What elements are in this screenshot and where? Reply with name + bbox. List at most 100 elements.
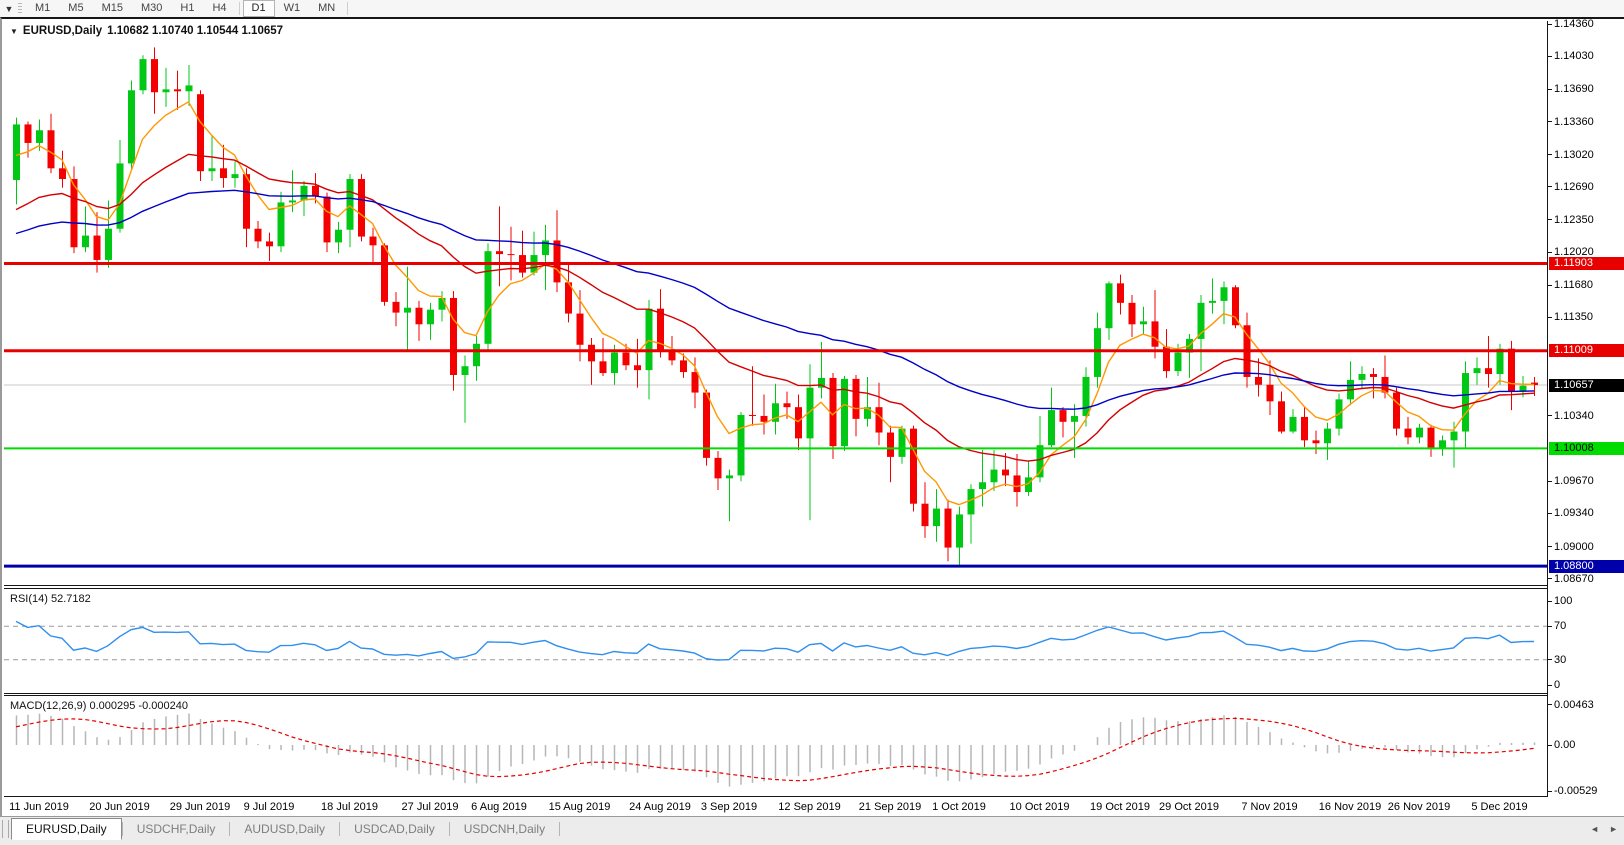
axis-tick-mark	[1548, 415, 1552, 417]
axis-tick-mark	[1548, 684, 1552, 686]
axis-tick-mark	[1548, 121, 1552, 122]
tab-separator	[559, 822, 561, 836]
tab-bar-grip	[2, 820, 9, 838]
chart-title: ▼ EURUSD,Daily 1.10682 1.10740 1.10544 1…	[10, 25, 283, 37]
price-axis-label: 1.13020	[1554, 148, 1594, 161]
x-axis-label: 7 Nov 2019	[1241, 801, 1298, 813]
current-price-badge: 1.10657	[1549, 378, 1624, 392]
x-axis-label: 29 Oct 2019	[1159, 801, 1219, 813]
rsi-label: RSI(14) 52.7182	[10, 593, 91, 605]
toolbar-grip-handle[interactable]	[18, 2, 22, 15]
rsi-chart-canvas[interactable]	[4, 589, 1547, 693]
rsi-panel: RSI(14) 52.7182	[4, 588, 1547, 694]
price-axis-label: 1.12350	[1554, 213, 1594, 226]
x-axis-label: 12 Sep 2019	[778, 801, 841, 813]
price-axis-label: 1.12690	[1554, 180, 1594, 193]
axis-tick-mark	[1548, 512, 1552, 514]
price-axis-separator	[1547, 21, 1548, 797]
macd-axis-label: 0.00	[1554, 739, 1576, 751]
rsi-axis: 100 70 30 0	[1548, 589, 1624, 693]
timeframe-toolbar: ▼ M1 M5 M15 M30 H1 H4 D1 W1 MN	[0, 0, 1624, 18]
x-axis-label: 5 Dec 2019	[1471, 801, 1528, 813]
chart-ohlc-values: 1.10682 1.10740 1.10544 1.10657	[107, 25, 284, 37]
x-axis-label: 24 Aug 2019	[629, 801, 691, 813]
price-axis-label: 1.11350	[1554, 311, 1593, 324]
price-axis-label: 1.11680	[1554, 279, 1593, 292]
timeframe-button-MN[interactable]: MN	[318, 2, 336, 14]
x-axis-label: 10 Oct 2019	[1009, 801, 1070, 813]
price-axis-label: 1.14030	[1554, 50, 1594, 63]
price-axis-label: 1.10340	[1554, 409, 1594, 422]
timeframe-button-W1[interactable]: W1	[283, 2, 301, 14]
macd-label: MACD(12,26,9) 0.000295 -0.000240	[10, 700, 188, 712]
axis-tick-mark	[1548, 480, 1552, 482]
axis-tick-mark	[1548, 578, 1552, 580]
axis-tick-mark	[1548, 154, 1552, 156]
axis-tick-mark	[1548, 23, 1552, 25]
axis-tick-mark	[1548, 219, 1552, 221]
chart-window: ▼ EURUSD,Daily 1.10682 1.10740 1.10544 1…	[0, 17, 1624, 817]
axis-tick-mark	[1548, 88, 1552, 90]
axis-tick-mark	[1548, 790, 1552, 792]
tab-usdcad-daily[interactable]: USDCAD,Daily	[354, 822, 435, 836]
price-axis-label: 1.13690	[1554, 83, 1594, 96]
main-price-panel: ▼ EURUSD,Daily 1.10682 1.10740 1.10544 1…	[4, 19, 1547, 586]
axis-tick-mark	[1548, 316, 1552, 318]
tab-usdcnh-daily[interactable]: USDCNH,Daily	[463, 822, 546, 836]
timeframe-button-M30[interactable]: M30	[140, 2, 163, 14]
axis-tick-mark	[1548, 251, 1552, 253]
x-axis-label: 15 Aug 2019	[548, 801, 611, 813]
time-axis: 11 Jun 2019 20 Jun 2019 29 Jun 2019 9 Jul 2…	[4, 797, 1547, 819]
toolbar-dropdown-icon[interactable]: ▼	[4, 3, 14, 14]
rsi-line	[15, 620, 1535, 661]
axis-tick-mark	[1548, 186, 1552, 188]
timeframe-button-M5[interactable]: M5	[68, 2, 84, 14]
macd-axis-label: 0.00463	[1554, 698, 1594, 711]
timeframe-button-H4[interactable]: H4	[212, 2, 227, 14]
price-level-badge: 1.08800	[1549, 559, 1624, 573]
macd-chart-canvas[interactable]	[4, 696, 1547, 796]
timeframe-button-D1[interactable]: D1	[242, 0, 275, 17]
axis-tick-mark	[1548, 744, 1552, 746]
axis-tick-mark	[1548, 546, 1552, 548]
x-axis-label: 9 Jul 2019	[243, 801, 295, 813]
timeframe-button-M1[interactable]: M1	[35, 2, 51, 14]
candlesticks	[13, 47, 1538, 568]
timeframe-button-M15[interactable]: M15	[101, 2, 123, 14]
x-axis-label: 11 Jun 2019	[9, 801, 69, 813]
tab-eurusd-daily[interactable]: EURUSD,Daily	[11, 818, 122, 840]
x-axis-label: 20 Jun 2019	[89, 801, 150, 813]
price-axis-label: 1.08670	[1554, 572, 1594, 585]
x-axis-label: 19 Oct 2019	[1090, 801, 1150, 813]
main-chart-canvas[interactable]	[4, 19, 1547, 585]
price-axis-label: 1.12020	[1554, 246, 1594, 259]
rsi-axis-label: 0	[1554, 679, 1561, 691]
medium-ma-line	[15, 153, 1535, 462]
macd-axis-label: -0.00529	[1554, 785, 1598, 798]
x-axis-label: 26 Nov 2019	[1387, 801, 1451, 813]
x-axis-label: 1 Oct 2019	[932, 801, 986, 813]
tab-scroll-right-icon[interactable]: ►	[1609, 824, 1618, 834]
timeframe-button-H1[interactable]: H1	[180, 2, 195, 14]
chart-symbol-period: EURUSD,Daily	[22, 25, 103, 37]
rsi-axis-label: 100	[1554, 595, 1573, 607]
rsi-axis-label: 30	[1554, 653, 1567, 666]
price-level-badge: 1.10008	[1549, 441, 1624, 455]
price-axis: 1.14360 1.14030 1.13690 1.13360 1.13020 1.126…	[1548, 18, 1624, 585]
axis-tick-mark	[1548, 659, 1552, 661]
rsi-axis-label: 70	[1554, 620, 1567, 633]
tab-scroll-left-icon[interactable]: ◄	[1590, 824, 1600, 834]
tab-usdchf-daily[interactable]: USDCHF,Daily	[136, 822, 216, 836]
tab-audusd-daily[interactable]: AUDUSD,Daily	[244, 822, 326, 836]
price-level-badge: 1.11009	[1549, 344, 1624, 358]
tab-separator	[121, 822, 123, 836]
x-axis-label: 3 Sep 2019	[700, 801, 758, 813]
price-axis-label: 1.14360	[1554, 18, 1594, 30]
x-axis-label: 29 Jun 2019	[169, 801, 231, 813]
tab-separator	[448, 822, 450, 836]
tab-separator	[229, 822, 231, 836]
x-axis-label: 6 Aug 2019	[471, 801, 527, 813]
chart-title-arrow-icon[interactable]: ▼	[10, 26, 18, 36]
macd-histogram	[15, 713, 1536, 787]
